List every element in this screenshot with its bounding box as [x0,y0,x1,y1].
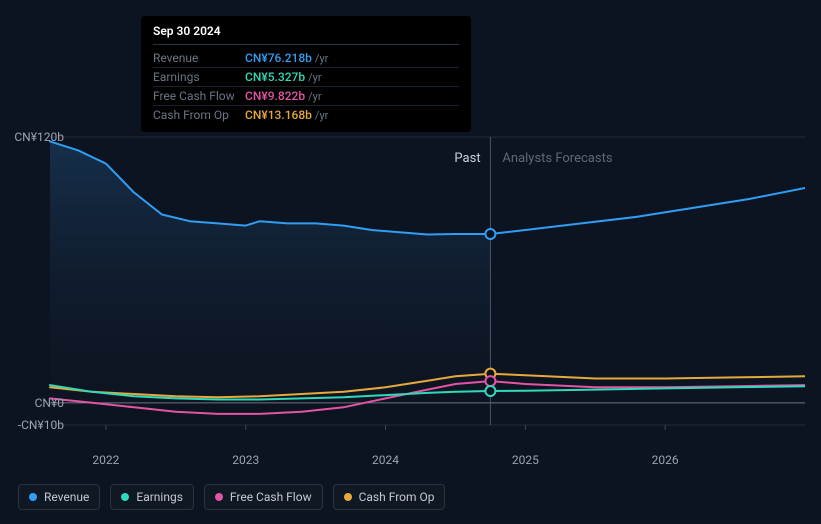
y-axis-label: -CN¥10b [18,418,64,432]
y-axis-label: CN¥120b [14,130,64,144]
chart-area: CN¥120bCN¥0-CN¥10b 20222023202420252026 … [18,125,805,465]
tooltip-row-value: CN¥5.327b [245,70,305,84]
tooltip-row: EarningsCN¥5.327b/yr [153,68,459,87]
x-axis-label: 2022 [92,453,119,467]
x-axis-label: 2026 [652,453,679,467]
forecast-label: Analysts Forecasts [502,151,612,166]
tooltip-row-label: Revenue [153,51,245,65]
legend-swatch [29,493,37,501]
y-axis-label: CN¥0 [35,396,64,410]
tooltip-row-label: Earnings [153,70,245,84]
legend-swatch [215,493,223,501]
tooltip-row-value: CN¥13.168b [245,108,312,122]
legend-item[interactable]: Earnings [110,484,194,510]
legend-item[interactable]: Free Cash Flow [204,484,323,510]
x-axis-label: 2024 [372,453,399,467]
legend-label: Cash From Op [359,490,435,504]
tooltip-row-label: Free Cash Flow [153,89,245,103]
tooltip-row-unit: /yr [308,71,321,84]
tooltip-date: Sep 30 2024 [153,24,459,45]
tooltip-row: Free Cash FlowCN¥9.822b/yr [153,87,459,106]
legend-label: Earnings [136,490,183,504]
tooltip-row: RevenueCN¥76.218b/yr [153,49,459,68]
tooltip-row-unit: /yr [308,90,321,103]
tooltip-row-unit: /yr [315,109,328,122]
legend-label: Free Cash Flow [230,490,312,504]
tooltip-row: Cash From OpCN¥13.168b/yr [153,106,459,124]
past-label: Past [454,151,480,166]
legend-item[interactable]: Cash From Op [333,484,446,510]
legend-item[interactable]: Revenue [18,484,100,510]
line-chart[interactable] [18,125,805,465]
legend-swatch [121,493,129,501]
legend-label: Revenue [44,490,89,504]
x-axis-label: 2025 [512,453,539,467]
tooltip-row-value: CN¥76.218b [245,51,312,65]
legend-swatch [344,493,352,501]
tooltip-row-label: Cash From Op [153,108,245,122]
tooltip-row-value: CN¥9.822b [245,89,305,103]
legend: Revenue Earnings Free Cash Flow Cash From O… [18,484,445,510]
x-axis-label: 2023 [232,453,259,467]
tooltip-row-unit: /yr [315,52,328,65]
hover-tooltip: Sep 30 2024 RevenueCN¥76.218b/yrEarnings… [141,16,471,132]
